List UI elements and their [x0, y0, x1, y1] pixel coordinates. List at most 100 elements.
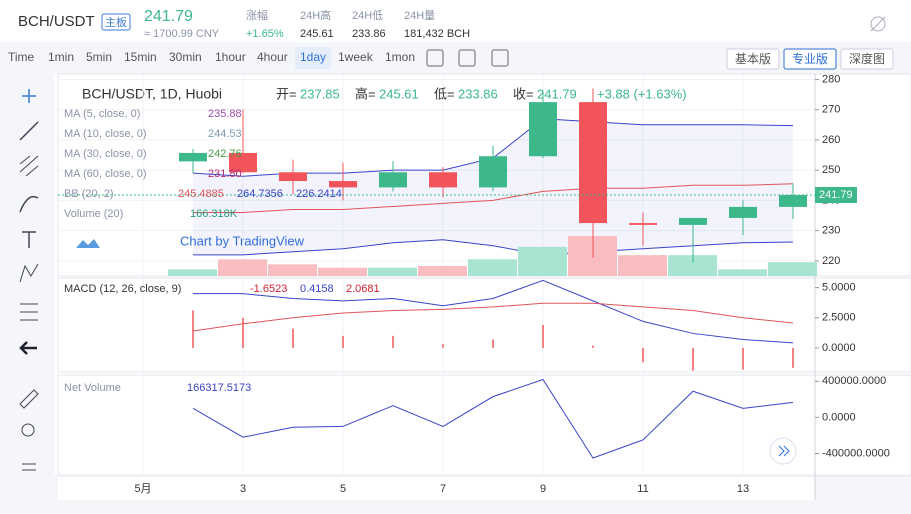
view-label: 深度图	[849, 51, 885, 66]
side-toolbar	[0, 74, 54, 514]
interval[interactable]: 5min	[86, 50, 112, 64]
watermark-logo	[76, 239, 100, 248]
interval[interactable]: 1day	[300, 50, 326, 64]
volume-bar	[168, 269, 217, 276]
volume-bar	[318, 267, 367, 276]
bb-basis	[193, 183, 794, 213]
macd-macd-line	[193, 279, 794, 344]
macd-tick-label: 0.0000	[822, 342, 856, 354]
interval[interactable]: 30min	[169, 50, 202, 64]
badge-box	[101, 13, 131, 31]
stat-label: 24H高	[300, 8, 331, 22]
ohlc-label: 开=	[276, 86, 297, 101]
macd-name: MACD (12, 26, close, 9)	[64, 283, 181, 295]
macd-value: -1.6523	[250, 283, 287, 295]
view-button[interactable]	[726, 48, 780, 70]
ma-name: MA (30, close, 0)	[64, 148, 147, 160]
macd-tick-label: 5.0000	[822, 282, 856, 294]
ruler-tool[interactable]	[19, 389, 39, 409]
ohlc-label: 低=	[434, 86, 455, 101]
interval[interactable]: 1week	[338, 50, 374, 64]
back-tool[interactable]	[19, 341, 37, 355]
tool-icon[interactable]	[426, 49, 444, 67]
netvol-tick-label: -400000.0000	[822, 447, 890, 459]
eye	[870, 16, 886, 32]
bb-value: 245.4885	[178, 188, 224, 200]
last-price-tag	[815, 186, 857, 203]
candle-body	[679, 217, 707, 225]
pattern-tool[interactable]	[19, 263, 39, 283]
scroll-button[interactable]	[769, 437, 797, 465]
volume-bar	[518, 246, 567, 276]
tool-icon[interactable]	[491, 49, 509, 67]
ma-value: 231.80	[208, 168, 242, 180]
time-label: 13	[737, 483, 749, 495]
netvol-name: Net Volume	[64, 382, 121, 394]
ohlc-value: 241.79	[537, 86, 577, 101]
ma-value: 244.53	[208, 128, 242, 140]
magnet-tool[interactable]	[22, 463, 36, 471]
interval[interactable]: 1min	[48, 50, 74, 64]
text-tool[interactable]	[22, 231, 36, 248]
stat-value: 245.61	[300, 28, 334, 40]
time-label: 11	[637, 483, 648, 495]
scroll-arrow	[778, 445, 790, 457]
interval[interactable]: 1hour	[215, 50, 246, 64]
interval[interactable]: 4hour	[257, 50, 288, 64]
volume-bar	[618, 255, 667, 276]
interval[interactable]: 1mon	[385, 50, 415, 64]
ma-name: MA (5, close, 0)	[64, 108, 140, 120]
tool-icon[interactable]	[458, 49, 476, 67]
price-tick-label: 260	[822, 134, 840, 146]
candle-body	[579, 102, 607, 224]
price-tick-label: 280	[822, 73, 840, 85]
view-label: 基本版	[735, 52, 771, 66]
netvol-value: 166317.5173	[187, 382, 251, 394]
candle-body	[779, 194, 807, 207]
macd-signal-line	[192, 302, 794, 332]
time-label: 5	[340, 483, 346, 495]
volume-bar	[418, 266, 467, 276]
bb-value: 264.7356	[237, 188, 283, 200]
eye-icon[interactable]	[870, 16, 886, 32]
crosshair-tool[interactable]	[22, 89, 36, 103]
fib-tool[interactable]	[19, 155, 39, 177]
measure-tool[interactable]	[20, 303, 38, 321]
price: 241.79	[144, 8, 193, 25]
netvol-tick-label: 0.0000	[822, 411, 856, 423]
change: +3.88 (+1.63%)	[597, 86, 687, 101]
line-tool[interactable]	[19, 121, 39, 141]
interval[interactable]: Time	[8, 50, 35, 64]
panel	[57, 374, 911, 477]
volume-bar	[768, 262, 817, 276]
price-tick-label: 250	[822, 164, 840, 176]
volume-value: 166.318K	[190, 208, 238, 220]
stat-value: +1.65%	[246, 28, 284, 40]
volume-name: Volume (20)	[64, 208, 123, 220]
netvol-line	[192, 378, 794, 459]
time-label: 9	[540, 483, 546, 495]
price-tick-label: 270	[822, 104, 840, 116]
interval[interactable]: 15min	[124, 50, 157, 64]
candle-body	[229, 152, 257, 173]
ma-name: MA (10, close, 0)	[64, 128, 147, 140]
drawing-tools	[19, 89, 39, 471]
ma-value: 242.76	[208, 148, 242, 160]
pair: BCH/USDT	[18, 13, 95, 30]
last-price-label: 241.79	[819, 189, 853, 201]
view-button[interactable]	[783, 48, 837, 70]
zoom-tool[interactable]	[21, 423, 35, 437]
candle-body	[629, 223, 657, 225]
time-label: 3	[240, 483, 246, 495]
brush-tool[interactable]	[19, 195, 39, 213]
ma-name: MA (60, close, 0)	[64, 168, 147, 180]
ohlc-value: 237.85	[300, 86, 340, 101]
view-button[interactable]	[840, 48, 894, 70]
active-interval-bg	[295, 47, 331, 69]
badge: 主板	[105, 15, 127, 29]
ohlc-value: 233.86	[458, 86, 498, 101]
volume-bar	[718, 269, 767, 276]
candle-body	[279, 172, 307, 182]
